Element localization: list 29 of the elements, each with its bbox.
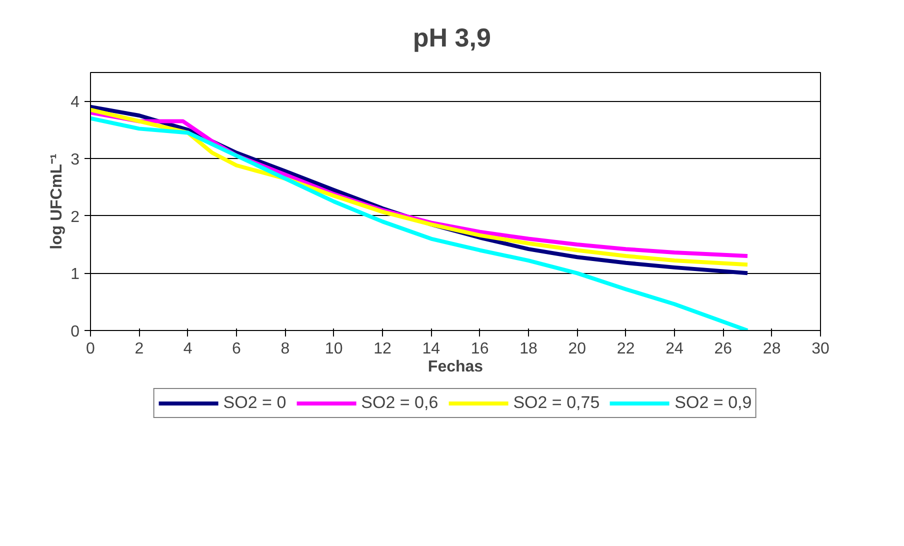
x-tick-label: 22: [616, 340, 635, 358]
x-tick-label: 16: [470, 340, 489, 358]
y-tick-label: 0: [70, 324, 80, 340]
x-tick-label: 4: [183, 340, 192, 358]
x-tick-label: 12: [374, 340, 392, 358]
chart-title: pH 3,9: [412, 22, 491, 52]
x-tick-label: 20: [568, 340, 586, 358]
x-tick-label: 8: [280, 340, 290, 358]
x-tick-label: 26: [714, 340, 732, 358]
x-tick-label: 0: [86, 340, 96, 358]
x-tick-label: 6: [232, 340, 242, 358]
x-tick-label: 18: [520, 340, 538, 358]
x-tick-label: 10: [324, 340, 343, 358]
x-tick-label: 28: [762, 340, 781, 358]
x-tick-label: 14: [422, 340, 440, 358]
y-tick-label: 2: [70, 208, 80, 226]
legend-label: SO2 = 0,9: [674, 393, 752, 413]
x-tick-label: 24: [666, 340, 684, 358]
legend-label: SO2 = 0,75: [513, 393, 600, 413]
legend-label: SO2 = 0,6: [361, 393, 438, 413]
y-tick-label: 4: [70, 94, 80, 112]
x-axis-title: Fechas: [428, 358, 484, 376]
y-tick-label: 1: [70, 266, 80, 284]
y-axis-title: log UFCmL⁻¹: [48, 154, 66, 250]
x-tick-label: 2: [134, 340, 144, 358]
y-tick-label: 3: [70, 152, 80, 168]
x-tick-label: 30: [812, 340, 830, 358]
legend-label: SO2 = 0: [223, 393, 286, 413]
line-series: [90, 116, 750, 330]
